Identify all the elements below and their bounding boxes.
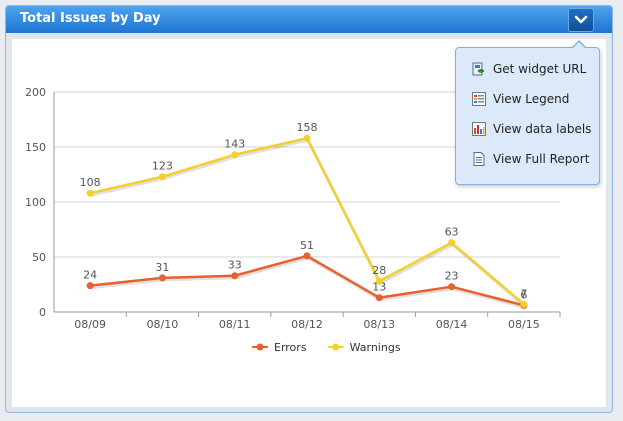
menu-item-label: View Full Report	[493, 152, 590, 166]
x-tick-label: 08/10	[147, 318, 179, 331]
data-label: 51	[300, 239, 314, 252]
data-label: 63	[445, 226, 459, 239]
menu-item-get-widget-url[interactable]: Get widget URL	[470, 59, 595, 81]
data-label: 33	[228, 259, 242, 272]
x-tick-label: 08/13	[363, 318, 395, 331]
data-point	[375, 277, 383, 285]
x-tick-label: 08/15	[508, 318, 540, 331]
x-tick-label: 08/11	[219, 318, 251, 331]
y-tick-label: 0	[39, 306, 46, 319]
menu-item-label: Get widget URL	[493, 62, 587, 76]
chevron-down-icon	[574, 15, 588, 24]
data-point	[231, 272, 239, 280]
x-tick-label: 08/14	[436, 318, 468, 331]
y-tick-label: 150	[25, 141, 46, 154]
data-label: 23	[445, 270, 459, 283]
y-tick-label: 100	[25, 196, 46, 209]
widget-title: Total Issues by Day	[20, 11, 161, 26]
widget-url-icon	[472, 62, 485, 76]
menu-item-view-legend[interactable]: View Legend	[470, 89, 595, 111]
data-point	[303, 252, 311, 260]
data-label: 7	[520, 287, 527, 300]
data-point	[448, 283, 456, 291]
x-tick-label: 08/12	[291, 318, 323, 331]
data-label: 143	[224, 138, 245, 151]
data-label: 123	[152, 160, 173, 173]
data-label: 24	[83, 269, 97, 282]
menu-item-view-full-report[interactable]: View Full Report	[470, 149, 595, 171]
legend-label: Errors	[274, 341, 307, 354]
x-tick-label: 08/09	[74, 318, 106, 331]
data-label: 28	[372, 264, 386, 277]
data-label: 108	[80, 176, 101, 189]
line-chart: 0 50 100 150 200 08/09 08/10 08/11 08/12 08/13 08/…	[25, 86, 561, 354]
menu-item-label: View data labels	[493, 122, 592, 136]
legend-marker	[256, 343, 264, 351]
legend-icon	[472, 92, 486, 106]
y-tick-label: 200	[25, 86, 46, 99]
widget-header: Total Issues by Day	[6, 6, 612, 33]
y-tick-label: 50	[32, 251, 46, 264]
widget-menu-button[interactable]	[568, 8, 594, 32]
data-labels-icon	[472, 122, 486, 136]
widget-menu-dropdown: Get widget URL View Legend View data lab…	[455, 40, 600, 185]
report-icon	[473, 152, 485, 166]
data-point	[375, 294, 383, 302]
menu-item-view-data-labels[interactable]: View data labels	[470, 119, 595, 141]
data-point	[231, 151, 239, 159]
legend-marker	[332, 343, 340, 351]
data-label: 31	[155, 261, 169, 274]
data-point	[158, 173, 166, 181]
data-point	[86, 189, 94, 197]
menu-item-label: View Legend	[493, 92, 570, 106]
data-label: 158	[297, 121, 318, 134]
data-label: 13	[372, 281, 386, 294]
data-point	[158, 274, 166, 282]
legend-label: Warnings	[350, 341, 401, 354]
data-point	[86, 282, 94, 290]
data-label: 6	[520, 288, 527, 301]
data-point	[520, 300, 528, 308]
data-point	[448, 239, 456, 247]
data-point	[303, 134, 311, 142]
